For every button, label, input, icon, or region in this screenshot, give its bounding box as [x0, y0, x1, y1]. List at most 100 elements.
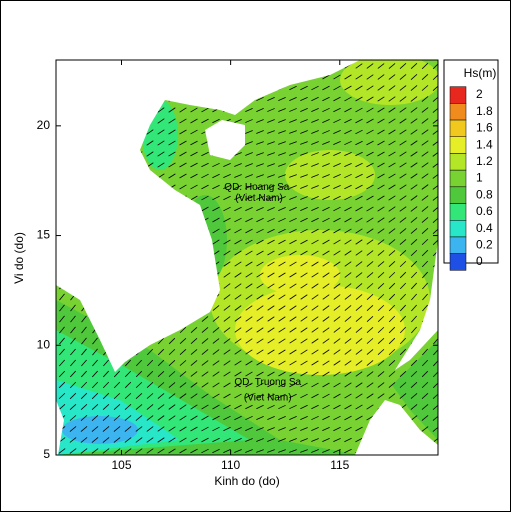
arrow: [366, 327, 374, 333]
arrow: [234, 393, 242, 399]
arrow: [256, 427, 264, 431]
arrow: [377, 129, 385, 135]
arrow: [267, 108, 275, 112]
arrow: [267, 382, 275, 388]
arrow: [355, 239, 363, 245]
arrow: [388, 293, 396, 301]
arrow: [256, 327, 264, 333]
arrow: [311, 96, 319, 102]
annotation: QD. Hoang Sa: [224, 182, 289, 193]
arrow: [146, 151, 154, 157]
arrow: [344, 448, 352, 454]
arrow: [190, 151, 198, 157]
arrow: [355, 283, 363, 289]
arrow: [81, 348, 87, 356]
arrow: [411, 326, 417, 334]
arrow: [135, 448, 143, 454]
arrow: [190, 140, 198, 146]
arrow: [278, 207, 286, 211]
arrow: [344, 206, 352, 212]
arrow: [377, 63, 385, 69]
arrow: [267, 338, 275, 344]
arrow: [388, 151, 396, 157]
arrow: [201, 195, 209, 201]
arrow: [355, 129, 363, 135]
arrow: [377, 96, 385, 102]
arrow: [366, 63, 374, 69]
arrow: [289, 141, 297, 145]
arrow: [355, 404, 363, 410]
arrow: [278, 152, 286, 156]
arrow: [410, 382, 418, 388]
arrow: [223, 305, 231, 311]
arrow: [245, 174, 253, 178]
arrow: [267, 163, 275, 167]
arrow: [366, 184, 374, 190]
arrow: [421, 184, 429, 190]
arrow: [289, 283, 297, 289]
arrow: [289, 108, 297, 112]
field-region: [392, 340, 438, 440]
arrow: [311, 152, 319, 156]
annotation: QD. Truong Sa: [234, 377, 301, 388]
arrow: [289, 349, 297, 355]
arrow: [223, 437, 231, 443]
arrow: [234, 261, 242, 267]
arrow: [421, 195, 429, 201]
arrow: [289, 272, 297, 278]
arrow: [410, 96, 418, 102]
arrow: [245, 163, 253, 167]
arrow: [410, 415, 418, 421]
arrow: [190, 371, 198, 377]
arrow: [311, 217, 319, 223]
arrow: [278, 338, 286, 344]
arrow: [377, 382, 385, 388]
arrow: [388, 195, 396, 201]
arrow: [344, 305, 352, 311]
arrow: [234, 449, 242, 453]
arrow: [410, 74, 418, 80]
arrow: [223, 404, 231, 410]
arrow: [344, 173, 352, 179]
arrow: [80, 392, 88, 400]
arrow: [311, 283, 319, 289]
arrow: [344, 404, 352, 410]
arrow: [399, 217, 407, 223]
arrow: [344, 371, 352, 377]
arrow: [102, 448, 110, 454]
arrow: [300, 130, 308, 134]
arrow: [223, 338, 231, 344]
arrow: [422, 271, 428, 279]
arrow: [212, 217, 220, 223]
arrow: [399, 107, 407, 113]
arrow: [157, 129, 165, 135]
arrow: [432, 174, 438, 179]
arrow: [311, 119, 319, 123]
arrow: [421, 151, 429, 157]
arrow: [234, 294, 242, 300]
arrow: [245, 185, 253, 189]
arrow: [388, 382, 396, 388]
arrow: [399, 195, 407, 201]
arrow: [59, 304, 65, 312]
arrow: [223, 415, 231, 421]
arrow: [245, 119, 253, 123]
arrow: [91, 448, 99, 454]
arrow: [355, 173, 363, 179]
arrow: [245, 349, 253, 355]
arrow: [267, 427, 275, 431]
arrow: [366, 107, 374, 113]
arrow: [267, 283, 275, 289]
arrow: [168, 415, 176, 421]
arrow: [333, 85, 341, 91]
annotation: (Viet Nam): [235, 193, 283, 204]
arrow: [388, 217, 396, 223]
arrow: [168, 118, 176, 124]
arrow: [278, 119, 286, 123]
arrow: [256, 207, 264, 211]
arrow: [333, 316, 341, 322]
arrow: [333, 360, 341, 366]
arrow: [190, 107, 198, 113]
